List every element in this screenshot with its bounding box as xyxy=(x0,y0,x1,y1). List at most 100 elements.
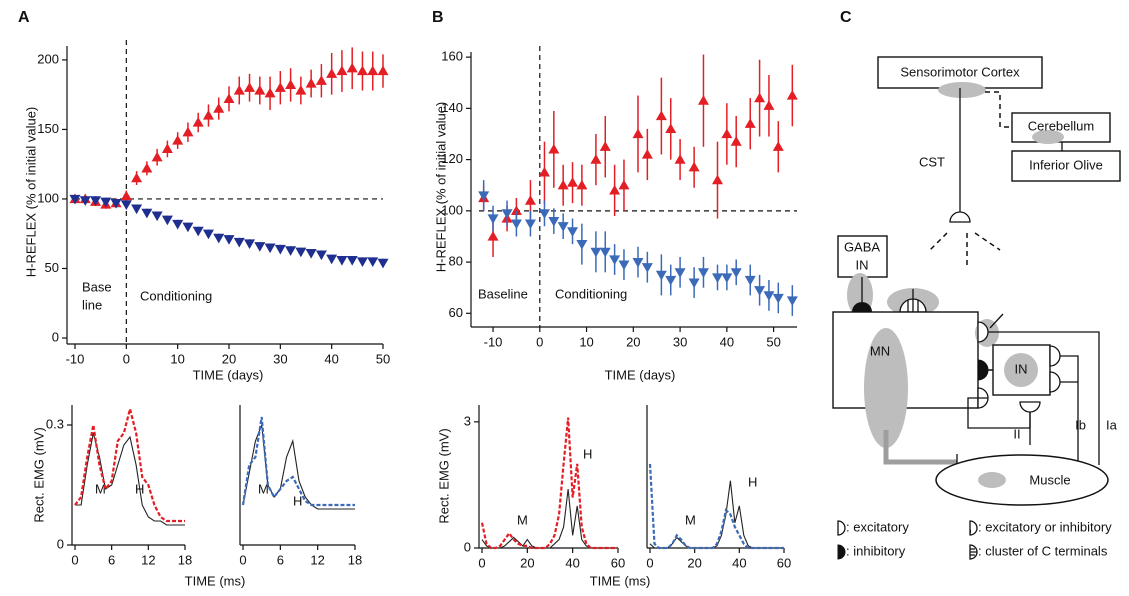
x-tick-label: 10 xyxy=(579,334,593,349)
data-point xyxy=(618,179,630,190)
data-point xyxy=(295,247,307,258)
data-point xyxy=(744,275,756,286)
data-point xyxy=(567,227,579,237)
annotation: H xyxy=(293,493,302,508)
terminal xyxy=(1049,345,1061,393)
x-tick-label: 12 xyxy=(310,552,324,567)
y-axis-label: Rect. EMG (mV) xyxy=(31,427,46,522)
cluster xyxy=(864,328,908,448)
data-point xyxy=(501,209,513,219)
gaba-box xyxy=(837,235,888,278)
data-point xyxy=(244,239,256,249)
x-tick-label: 20 xyxy=(222,351,236,366)
data-point xyxy=(274,82,286,92)
data-point xyxy=(674,154,686,164)
data-point xyxy=(567,177,579,187)
x-axis-label: TIME (days) xyxy=(605,367,676,382)
node-label: Ia xyxy=(1106,417,1118,432)
data-point xyxy=(688,161,700,172)
data-point xyxy=(285,246,297,256)
data-point xyxy=(264,243,276,254)
legend-symbol xyxy=(970,528,971,535)
panel-label: B xyxy=(432,9,444,26)
data-point xyxy=(213,103,225,113)
data-point xyxy=(346,256,358,266)
x-tick-label: 20 xyxy=(626,334,640,349)
x-tick-label: 60 xyxy=(777,555,791,570)
data-point xyxy=(295,84,307,95)
x-tick-label: -10 xyxy=(66,351,85,366)
legend-text: : inhibitory xyxy=(846,543,906,558)
olive-box xyxy=(1011,150,1121,182)
y-axis-label: Rect. EMG (mV) xyxy=(436,428,451,523)
data-point xyxy=(254,242,266,252)
trace xyxy=(241,416,355,507)
terminal xyxy=(949,211,971,223)
data-point xyxy=(641,148,653,159)
x-tick-label: 30 xyxy=(273,351,287,366)
annotation: M xyxy=(517,512,528,527)
data-point xyxy=(538,209,550,219)
x-tick-label: 0 xyxy=(646,555,653,570)
data-point xyxy=(377,65,389,76)
y-tick-label: 50 xyxy=(45,260,59,275)
node-label: II xyxy=(1013,426,1020,441)
data-point xyxy=(346,62,358,73)
data-point xyxy=(665,275,677,286)
data-point xyxy=(161,143,173,154)
circuit-diagram: Sensorimotor Cortex Cerebellum Inferior … xyxy=(832,56,1121,560)
x-tick-label: 0 xyxy=(536,334,543,349)
y-tick-label: 80 xyxy=(449,254,463,269)
annotation: M xyxy=(685,512,696,527)
node-label: Cerebellum xyxy=(1028,118,1094,133)
projection xyxy=(929,232,1001,265)
motor-axon xyxy=(883,430,957,465)
data-point xyxy=(548,216,560,227)
y-tick-label: 160 xyxy=(441,49,463,64)
y-tick-label: 100 xyxy=(441,202,463,217)
data-point xyxy=(223,93,235,103)
node-label: Inferior Olive xyxy=(1029,157,1103,172)
node-label: Muscle xyxy=(1029,472,1070,487)
x-tick-label: 20 xyxy=(520,555,534,570)
connection xyxy=(988,313,1100,465)
data-point xyxy=(182,222,194,233)
annotation: Base xyxy=(82,279,112,294)
terminal xyxy=(852,302,872,312)
trace xyxy=(75,432,185,526)
y-tick-label: 140 xyxy=(441,100,463,115)
annotation: Conditioning xyxy=(555,286,627,301)
data-point xyxy=(754,286,766,296)
data-point xyxy=(79,196,91,206)
x-tick-label: 6 xyxy=(277,552,284,567)
data-point xyxy=(655,270,667,281)
legend-symbol xyxy=(969,520,978,536)
data-point xyxy=(786,296,798,307)
data-point xyxy=(730,268,742,278)
data-point xyxy=(524,219,536,230)
data-point xyxy=(244,82,256,92)
x-tick-label: 0 xyxy=(71,552,78,567)
terminal xyxy=(977,359,989,381)
data-point xyxy=(538,166,550,177)
legend-text: : excitatory or inhibitory xyxy=(978,519,1112,534)
data-point xyxy=(510,205,522,215)
data-point xyxy=(305,78,317,88)
node-label: MN xyxy=(870,343,890,358)
connection xyxy=(1060,355,1079,465)
data-point xyxy=(202,110,214,120)
data-point xyxy=(576,179,588,190)
data-point xyxy=(557,179,569,190)
data-point xyxy=(315,75,327,85)
data-point xyxy=(655,110,667,121)
trace xyxy=(481,489,618,549)
data-point xyxy=(336,256,348,266)
cluster xyxy=(1032,130,1064,144)
node-label: IN xyxy=(856,257,869,272)
data-point xyxy=(487,214,499,225)
x-tick-label: 30 xyxy=(673,334,687,349)
data-point xyxy=(100,197,112,208)
data-point xyxy=(285,79,297,90)
terminal xyxy=(899,289,927,313)
